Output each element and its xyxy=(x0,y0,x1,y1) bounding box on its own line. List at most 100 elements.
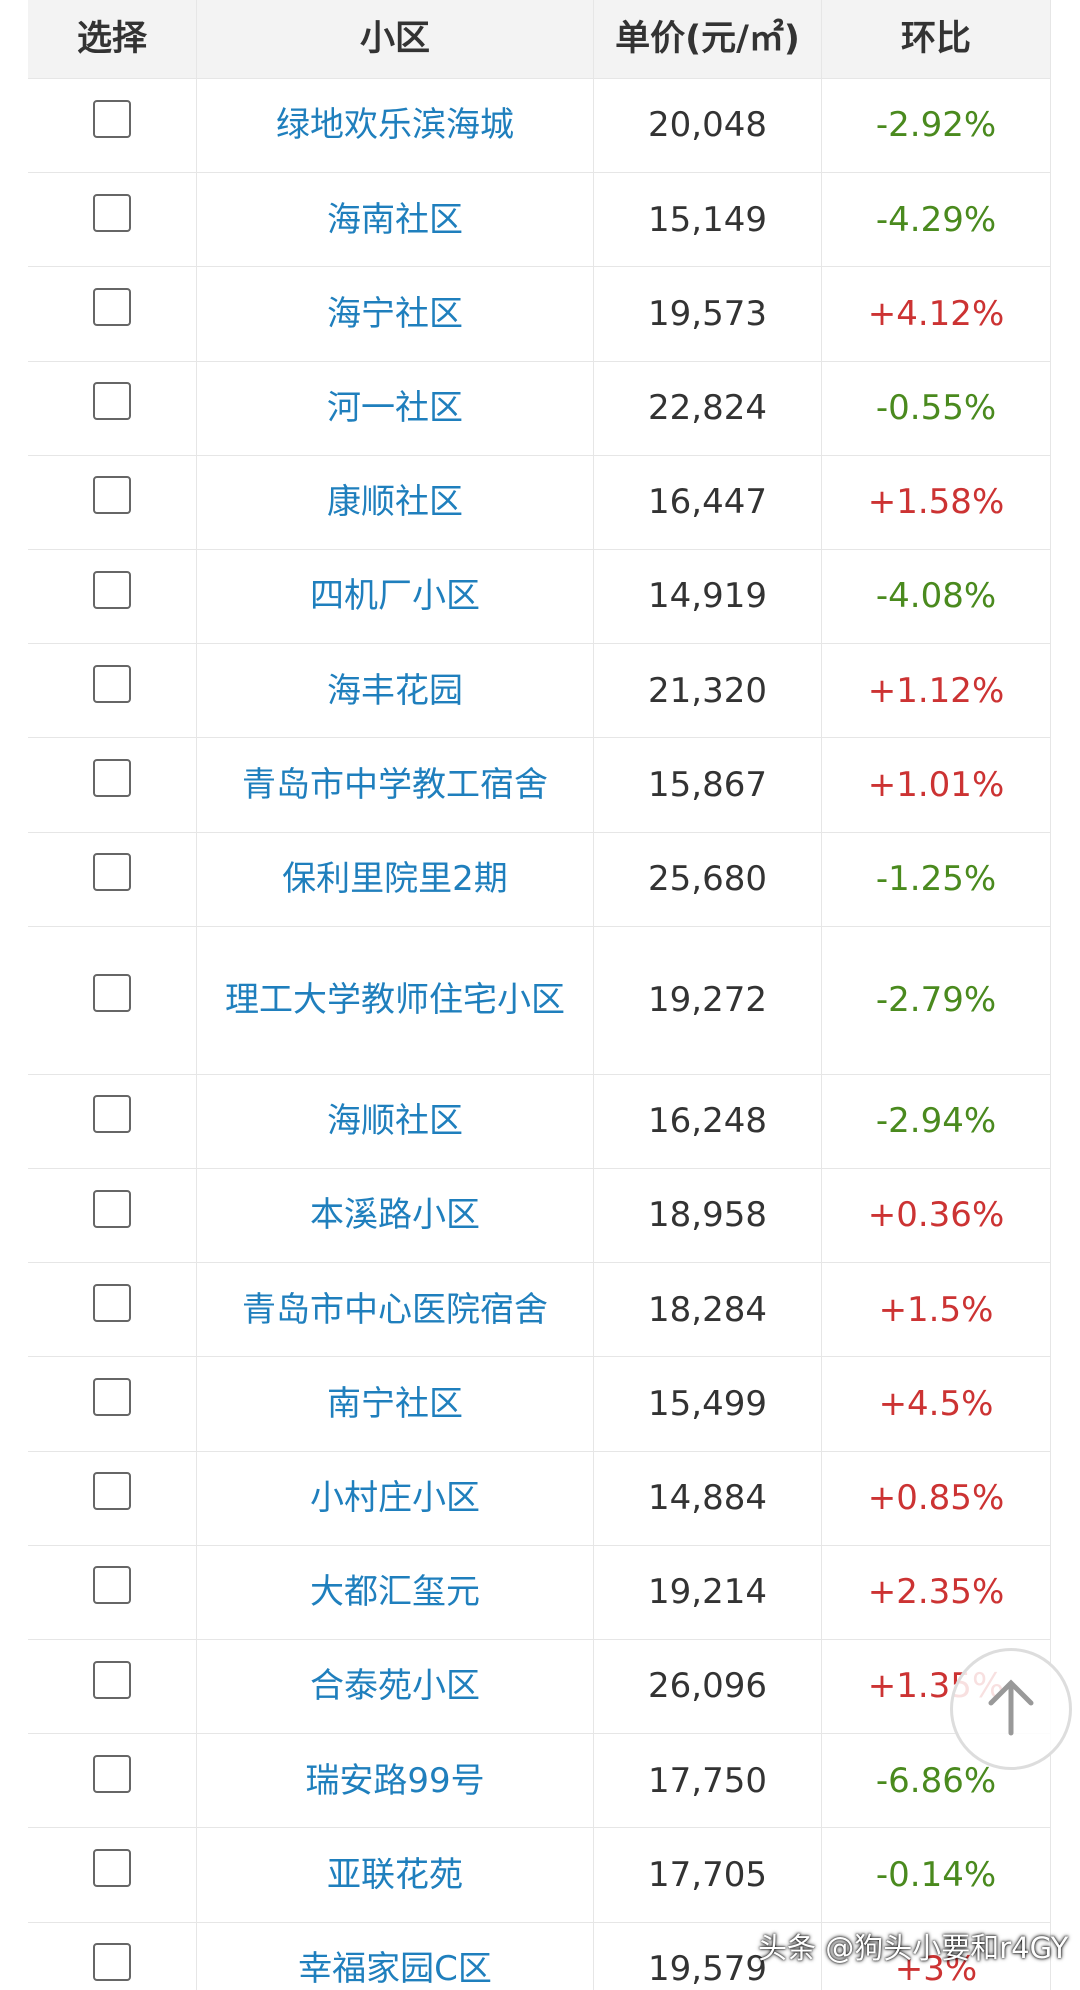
community-name[interactable]: 海宁社区 xyxy=(197,267,594,362)
change: +2.35% xyxy=(822,1545,1051,1640)
unit-price: 14,884 xyxy=(594,1451,822,1546)
checkbox[interactable] xyxy=(93,1848,131,1887)
select-cell xyxy=(28,455,197,550)
unit-price: 15,867 xyxy=(594,738,822,833)
unit-price: 19,272 xyxy=(594,926,822,1075)
change: +0.36% xyxy=(822,1169,1051,1264)
change: +1.01% xyxy=(822,738,1051,833)
change: -1.25% xyxy=(822,832,1051,927)
checkbox[interactable] xyxy=(93,1754,131,1793)
community-name[interactable]: 小村庄小区 xyxy=(197,1451,594,1546)
watermark: 头条 @狗头小要和r4GY xyxy=(758,1931,1069,1965)
select-cell xyxy=(28,1451,197,1546)
checkbox[interactable] xyxy=(93,193,131,232)
change: -0.14% xyxy=(822,1828,1051,1923)
community-name[interactable]: 海南社区 xyxy=(197,173,594,268)
change: -0.55% xyxy=(822,361,1051,456)
checkbox[interactable] xyxy=(93,1472,131,1511)
select-cell xyxy=(28,1734,197,1829)
change: +1.12% xyxy=(822,644,1051,739)
unit-price: 16,447 xyxy=(594,455,822,550)
community-name[interactable]: 亚联花苑 xyxy=(197,1828,594,1923)
header-cell: 小区 xyxy=(197,0,594,79)
unit-price: 26,096 xyxy=(594,1640,822,1735)
community-name[interactable]: 海丰花园 xyxy=(197,644,594,739)
unit-price: 20,048 xyxy=(594,79,822,174)
unit-price: 19,573 xyxy=(594,267,822,362)
unit-price: 15,149 xyxy=(594,173,822,268)
select-cell xyxy=(28,1263,197,1358)
select-cell xyxy=(28,832,197,927)
community-name[interactable]: 河一社区 xyxy=(197,361,594,456)
checkbox[interactable] xyxy=(93,570,131,609)
scroll-top-button[interactable] xyxy=(950,1648,1072,1770)
change: +4.5% xyxy=(822,1357,1051,1452)
community-name[interactable]: 保利里院里2期 xyxy=(197,832,594,927)
select-cell xyxy=(28,550,197,645)
select-cell xyxy=(28,1357,197,1452)
checkbox[interactable] xyxy=(93,1377,131,1416)
community-name[interactable]: 绿地欢乐滨海城 xyxy=(197,79,594,174)
unit-price: 17,750 xyxy=(594,1734,822,1829)
unit-price: 19,214 xyxy=(594,1545,822,1640)
community-name[interactable]: 康顺社区 xyxy=(197,455,594,550)
change: +1.58% xyxy=(822,455,1051,550)
checkbox[interactable] xyxy=(93,476,131,515)
unit-price: 18,284 xyxy=(594,1263,822,1358)
change: -4.29% xyxy=(822,173,1051,268)
community-name[interactable]: 海顺社区 xyxy=(197,1074,594,1169)
unit-price: 17,705 xyxy=(594,1828,822,1923)
select-cell xyxy=(28,267,197,362)
checkbox[interactable] xyxy=(93,758,131,797)
community-name[interactable]: 大都汇玺元 xyxy=(197,1545,594,1640)
checkbox[interactable] xyxy=(93,1943,131,1982)
select-cell xyxy=(28,79,197,174)
select-cell xyxy=(28,173,197,268)
change: -2.79% xyxy=(822,926,1051,1075)
select-cell xyxy=(28,1545,197,1640)
community-name[interactable]: 青岛市中学教工宿舍 xyxy=(197,738,594,833)
community-name[interactable]: 青岛市中心医院宿舍 xyxy=(197,1263,594,1358)
checkbox[interactable] xyxy=(93,853,131,892)
community-name[interactable]: 理工大学教师住宅小区 xyxy=(197,926,594,1075)
select-cell xyxy=(28,1922,197,1990)
checkbox[interactable] xyxy=(93,664,131,703)
community-name[interactable]: 合泰苑小区 xyxy=(197,1640,594,1735)
unit-price: 16,248 xyxy=(594,1074,822,1169)
change: +4.12% xyxy=(822,267,1051,362)
checkbox[interactable] xyxy=(93,1566,131,1605)
change: -2.94% xyxy=(822,1074,1051,1169)
select-cell xyxy=(28,1169,197,1264)
select-cell xyxy=(28,361,197,456)
community-name[interactable]: 南宁社区 xyxy=(197,1357,594,1452)
arrow-icon xyxy=(988,1679,1034,1736)
community-name[interactable]: 本溪路小区 xyxy=(197,1169,594,1264)
checkbox[interactable] xyxy=(93,287,131,326)
checkbox[interactable] xyxy=(93,99,131,138)
community-name[interactable]: 四机厂小区 xyxy=(197,550,594,645)
change: -2.92% xyxy=(822,79,1051,174)
change: +3% xyxy=(822,1922,1051,1990)
select-cell xyxy=(28,1074,197,1169)
select-cell xyxy=(28,1828,197,1923)
checkbox[interactable] xyxy=(93,1660,131,1699)
unit-price: 14,919 xyxy=(594,550,822,645)
checkbox[interactable] xyxy=(93,1095,131,1134)
checkbox[interactable] xyxy=(93,1283,131,1322)
checkbox[interactable] xyxy=(93,382,131,421)
change: -4.08% xyxy=(822,550,1051,645)
community-name[interactable]: 幸福家园C区 xyxy=(197,1922,594,1990)
header-cell: 单价(元/㎡) xyxy=(594,0,822,79)
unit-price: 22,824 xyxy=(594,361,822,456)
select-cell xyxy=(28,926,197,1075)
checkbox[interactable] xyxy=(93,974,131,1013)
header-cell: 环比 xyxy=(822,0,1051,79)
community-name[interactable]: 瑞安路99号 xyxy=(197,1734,594,1829)
unit-price: 21,320 xyxy=(594,644,822,739)
change: +0.85% xyxy=(822,1451,1051,1546)
select-cell xyxy=(28,1640,197,1735)
checkbox[interactable] xyxy=(93,1189,131,1228)
select-cell xyxy=(28,644,197,739)
change: +1.5% xyxy=(822,1263,1051,1358)
